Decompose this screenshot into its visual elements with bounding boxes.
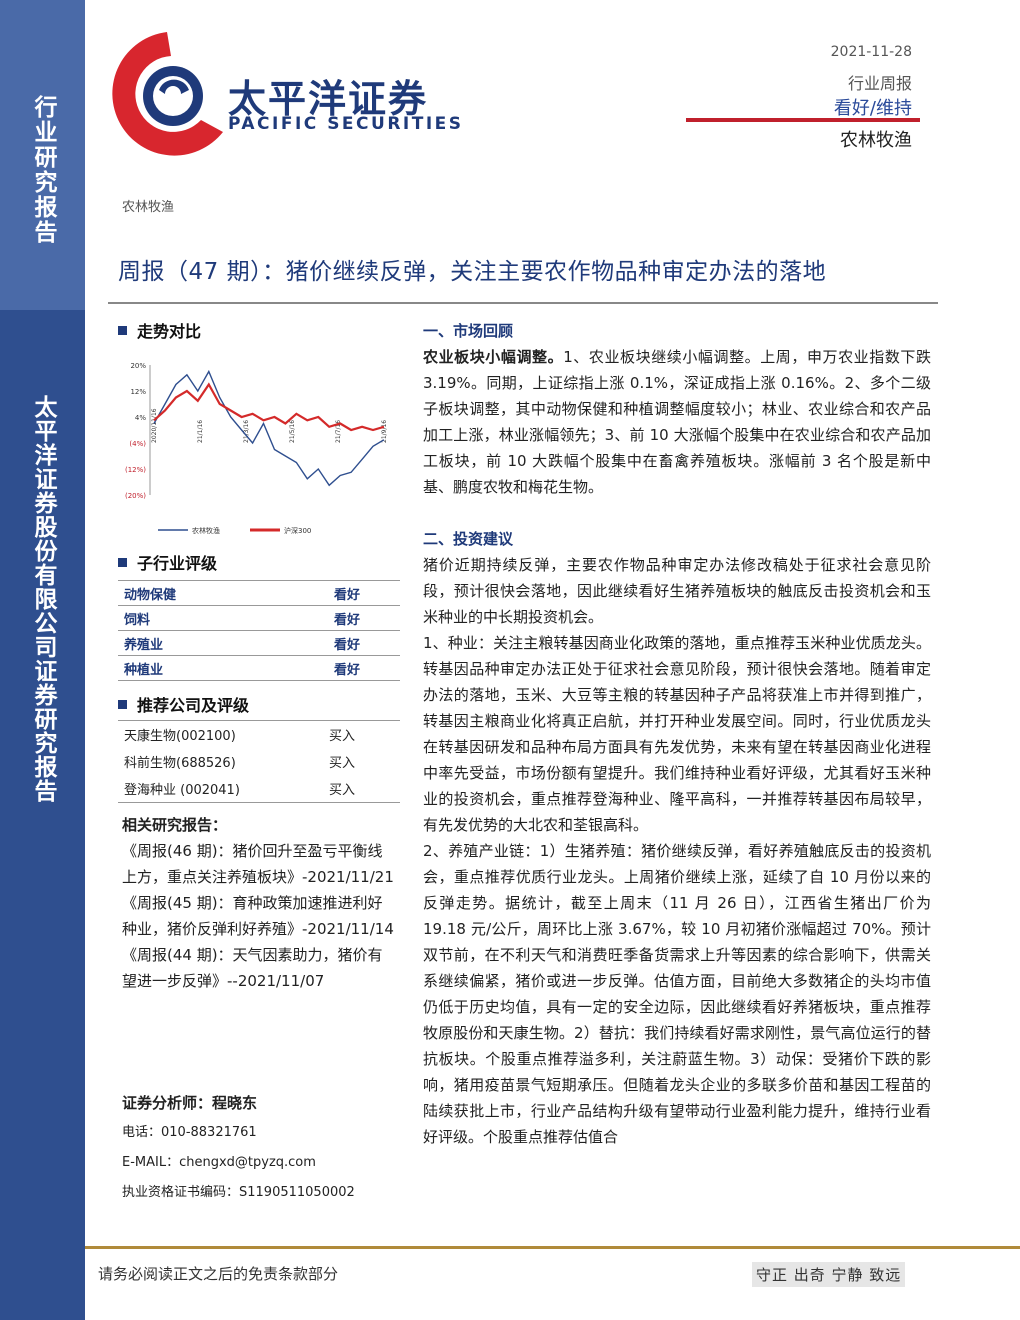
title-divider: [108, 302, 938, 304]
section-heading-advice: 二、投资建议: [423, 530, 514, 548]
logo-english-name: PACIFIC SECURITIES: [228, 114, 464, 134]
table-row: 种植业 看好: [118, 656, 400, 681]
sub-industry-name: 养殖业: [124, 637, 164, 653]
related-reports: 相关研究报告： 《周报(46 期)：猪价回升至盈亏平衡线上方，重点关注养殖板块》…: [122, 812, 394, 994]
company-name: 天康生物(002100): [124, 729, 236, 744]
main-body: 一、市场回顾 农业板块小幅调整。1、农业板块继续小幅调整。上周，申万农业指数下跌…: [423, 318, 931, 1150]
y-tick-label: (12%): [125, 466, 146, 474]
market-review-lead: 农业板块小幅调整。: [423, 348, 564, 366]
company-rating: 买入: [329, 729, 356, 744]
legend-label: 沪深300: [284, 526, 311, 535]
series-line-agri: [153, 369, 385, 487]
section-heading-market: 一、市场回顾: [423, 322, 514, 340]
x-tick-label: 21/5/16: [289, 420, 296, 443]
related-item: 《周报(45 期)：育种政策加速推进利好种业，猪价反弹利好养殖》-2021/11…: [122, 894, 394, 938]
x-tick-label: 2020/11/16: [151, 408, 158, 443]
report-title: 周报（47 期）：猪价继续反弹，关注主要农作物品种审定办法的落地: [118, 259, 827, 285]
sub-industry-table: 动物保健 看好 饲料 看好 养殖业 看好 种植业 看好: [118, 580, 400, 681]
table-row: 养殖业 看好: [118, 631, 400, 656]
y-tick-label: (4%): [129, 440, 146, 448]
company-heading: 推荐公司及评级: [137, 696, 250, 715]
bullet-square-icon: [118, 325, 127, 335]
market-review-paragraph: 农业板块小幅调整。1、农业板块继续小幅调整。上周，申万农业指数下跌 3.19%。…: [423, 344, 931, 500]
table-row: 饲料 看好: [118, 606, 400, 631]
trend-chart: 20% 12% 4% (4%) (12%) (20%) 2020/11/16 21/1/16 2…: [125, 362, 388, 535]
sidebar-report-category: 行业研究报告: [30, 95, 56, 245]
y-tick-label: (20%): [125, 492, 146, 500]
report-date: 2021-11-28: [830, 44, 912, 60]
advice-paragraph: 猪价近期持续反弹，主要农作物品种审定办法修改稿处于征求社会意见阶段，预计很快会落…: [423, 556, 931, 626]
report-type: 行业周报: [847, 74, 912, 93]
market-review-text: 1、农业板块继续小幅调整。上周，申万农业指数下跌 3.19%。同期，上证综指上涨…: [423, 348, 931, 496]
sub-industry-name: 饲料: [124, 612, 151, 628]
sidebar: 行业研究报告 太平洋证券股份有限公司证券研究报告: [0, 0, 85, 1320]
table-row: 天康生物(002100) 买入: [118, 721, 400, 748]
company-section: 推荐公司及评级 天康生物(002100) 买入 科前生物(688526) 买入 登海…: [118, 692, 400, 803]
footer-rule: [85, 1246, 1020, 1249]
related-heading: 相关研究报告：: [122, 816, 228, 834]
industry-rating: 看好/维持: [833, 98, 912, 119]
bullet-square-icon: [118, 557, 127, 567]
sub-industry-name: 动物保健: [124, 587, 177, 603]
footer-disclaimer: 请务必阅读正文之后的免责条款部分: [98, 1265, 339, 1283]
sub-industry-rating: 看好: [334, 637, 361, 653]
sub-industry-rating: 看好: [334, 587, 361, 603]
advice-paragraph: 1、种业：关注主粮转基因商业化政策的落地，重点推荐玉米种业优质龙头。转基因品种审…: [423, 634, 931, 834]
company-rating: 买入: [329, 783, 356, 798]
analyst-heading: 证券分析师：程晓东: [122, 1094, 258, 1112]
y-tick-label: 20%: [130, 362, 146, 370]
x-tick-label: 21/7/16: [335, 420, 342, 443]
table-row: 动物保健 看好: [118, 581, 400, 606]
company-name: 科前生物(688526): [124, 756, 236, 771]
footer-motto: 守正 出奇 宁静 致远: [752, 1262, 906, 1287]
logo-chinese-name: 太平洋证券: [228, 77, 429, 121]
industry-name: 农林牧渔: [840, 130, 912, 151]
industry-tag: 农林牧渔: [122, 200, 175, 215]
company-rating: 买入: [329, 756, 356, 771]
advice-paragraph: 2、养殖产业链：1）生猪养殖：猪价继续反弹，看好养殖触底反击的投资机会，重点推荐…: [423, 842, 931, 1146]
sidebar-top-block: [0, 0, 85, 310]
x-tick-label: 21/9/16: [381, 420, 388, 443]
pacific-securities-logo: [112, 32, 223, 156]
sub-industry-section: 子行业评级 动物保健 看好 饲料 看好 养殖业 看好 种植业 看好: [118, 550, 400, 681]
series-line-hs300: [153, 382, 385, 432]
y-tick-label: 4%: [135, 414, 146, 422]
company-table: 天康生物(002100) 买入 科前生物(688526) 买入 登海种业 (0020…: [118, 720, 400, 803]
sub-industry-rating: 看好: [334, 612, 361, 628]
bullet-square-icon: [118, 699, 127, 709]
trend-heading: 走势对比: [137, 322, 202, 341]
related-item: 《周报(46 期)：猪价回升至盈亏平衡线上方，重点关注养殖板块》-2021/11…: [122, 842, 394, 886]
sub-industry-name: 种植业: [124, 662, 164, 678]
analyst-cert: 执业资格证书编码：S1190511050002: [122, 1185, 355, 1200]
legend-label: 农林牧渔: [192, 526, 220, 535]
company-name: 登海种业 (002041): [124, 783, 240, 798]
analyst-phone: 电话：010-88321761: [122, 1125, 257, 1140]
sub-industry-rating: 看好: [334, 662, 361, 678]
related-item: 《周报(44 期)：天气因素助力，猪价有望进一步反弹》--2021/11/07: [122, 946, 383, 990]
x-tick-label: 21/3/16: [243, 420, 250, 443]
analyst-info: 证券分析师：程晓东 电话：010-88321761 E-MAIL：chengxd…: [122, 1088, 402, 1208]
sub-industry-heading: 子行业评级: [137, 554, 218, 573]
sidebar-company-label: 太平洋证券股份有限公司证券研究报告: [30, 395, 56, 803]
trend-section: 走势对比: [118, 318, 400, 342]
analyst-email: E-MAIL：chengxd@tpyzq.com: [122, 1155, 316, 1170]
table-row: 登海种业 (002041) 买入: [118, 775, 400, 803]
table-row: 科前生物(688526) 买入: [118, 748, 400, 775]
header-red-rule: [686, 118, 920, 122]
y-tick-label: 12%: [130, 388, 146, 396]
x-tick-label: 21/1/16: [197, 420, 204, 443]
